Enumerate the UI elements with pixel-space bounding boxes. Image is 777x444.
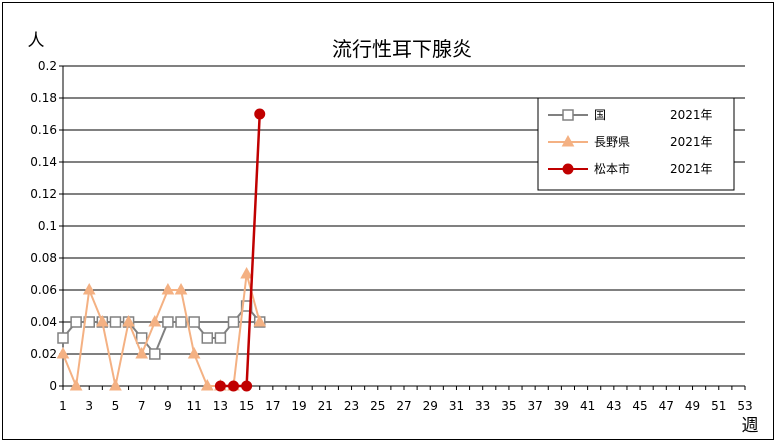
x-tick-label: 9: [164, 399, 172, 413]
series-2: [214, 108, 266, 392]
series-line: [220, 113, 261, 388]
x-tick-label: 37: [528, 399, 543, 413]
data-point-marker: [109, 316, 122, 328]
x-tick-label: 35: [501, 399, 516, 413]
y-tick-label: 0.14: [30, 155, 57, 169]
x-tick-label: 23: [344, 399, 359, 413]
x-tick-label: 49: [685, 399, 700, 413]
x-tick-label: 25: [370, 399, 385, 413]
x-tick-labels: 1 3 5 7 9 11 13 15 17 19 21 23 25 27 29 31 33 35 37 39 41 43 4…: [59, 399, 752, 413]
y-tick-label: 0.08: [30, 251, 57, 265]
data-point-marker: [188, 316, 200, 328]
x-tick-label: 5: [112, 399, 120, 413]
data-point-marker: [241, 380, 253, 392]
data-point-marker: [161, 282, 175, 295]
data-point-marker: [561, 134, 575, 147]
axes: [59, 65, 746, 390]
x-tick-label: 13: [213, 399, 228, 413]
legend-year: 2021年: [670, 162, 713, 176]
x-tick-label: 43: [606, 399, 621, 413]
data-point-marker: [214, 332, 227, 344]
y-tick-label: 0.2: [38, 59, 57, 73]
data-point-marker: [214, 380, 226, 392]
x-tick-label: 47: [659, 399, 674, 413]
data-point-marker: [162, 316, 174, 328]
x-tick-label: 41: [580, 399, 595, 413]
data-point-marker: [57, 332, 69, 344]
data-point-marker: [56, 346, 70, 359]
x-tick-label: 21: [318, 399, 333, 413]
x-tick-label: 53: [737, 399, 752, 413]
data-point-marker: [96, 314, 109, 327]
y-tick-labels: 0 0.02 0.04 0.06 0.08 0.1 0.12 0.14 0.16 0.18 0.2: [30, 59, 57, 393]
series-layer: [56, 108, 267, 392]
legend-entry: 長野県 2021年: [548, 134, 713, 149]
legend-label: 松本市: [594, 161, 630, 176]
y-tick-label: 0.12: [30, 187, 57, 201]
data-point-marker: [122, 314, 135, 327]
chart-title: 流行性耳下腺炎: [332, 37, 472, 61]
y-tick-label: 0.18: [30, 91, 57, 105]
legend-label: 長野県: [594, 135, 630, 149]
series-0: [57, 300, 266, 360]
data-point-marker: [200, 378, 214, 391]
x-axis-unit-label: 週: [742, 416, 759, 436]
x-tick-label: 3: [85, 399, 93, 413]
y-tick-label: 0.06: [30, 283, 57, 297]
y-tick-label: 0.02: [30, 347, 57, 361]
x-tick-label: 17: [265, 399, 280, 413]
data-point-marker: [201, 332, 214, 344]
data-point-marker: [254, 108, 266, 120]
data-point-marker: [240, 266, 253, 279]
data-point-marker: [148, 314, 162, 327]
data-point-marker: [82, 282, 96, 295]
data-point-marker: [135, 346, 149, 359]
data-point-marker: [69, 378, 83, 391]
data-point-marker: [228, 380, 239, 392]
x-tick-label: 27: [396, 399, 411, 413]
x-tick-label: 51: [711, 399, 726, 413]
y-axis-unit-label: 人: [28, 31, 45, 51]
data-point-marker: [187, 346, 201, 359]
legend-year: 2021年: [670, 108, 713, 122]
x-tick-label: 31: [449, 399, 464, 413]
data-point-marker: [149, 348, 161, 360]
data-point-marker: [227, 316, 240, 328]
x-tick-label: 39: [554, 399, 569, 413]
x-tick-label: 7: [138, 399, 146, 413]
x-tick-label: 1: [59, 399, 67, 413]
x-tick-label: 11: [187, 399, 202, 413]
data-point-marker: [135, 332, 148, 344]
data-point-marker: [70, 316, 82, 328]
data-point-marker: [175, 316, 187, 328]
y-tick-label: 0.16: [30, 123, 57, 137]
data-point-marker: [562, 163, 574, 175]
x-tick-label: 29: [423, 399, 438, 413]
legend-year: 2021年: [670, 135, 713, 149]
legend-entry: 松本市 2021年: [548, 161, 713, 176]
data-point-marker: [174, 282, 188, 295]
y-tick-label: 0.04: [30, 315, 57, 329]
x-tick-label: 45: [632, 399, 647, 413]
data-point-marker: [109, 378, 122, 391]
legend-label: 国: [594, 108, 606, 122]
data-point-marker: [562, 109, 574, 121]
x-tick-label: 15: [239, 399, 254, 413]
data-point-marker: [253, 314, 267, 327]
y-tick-label: 0.1: [38, 219, 57, 233]
legend-entry: 国 2021年: [548, 108, 713, 122]
series-line: [62, 304, 261, 356]
series-1: [56, 266, 267, 391]
x-tick-label: 19: [291, 399, 306, 413]
x-tick-label: 33: [475, 399, 490, 413]
y-tick-label: 0: [49, 379, 57, 393]
